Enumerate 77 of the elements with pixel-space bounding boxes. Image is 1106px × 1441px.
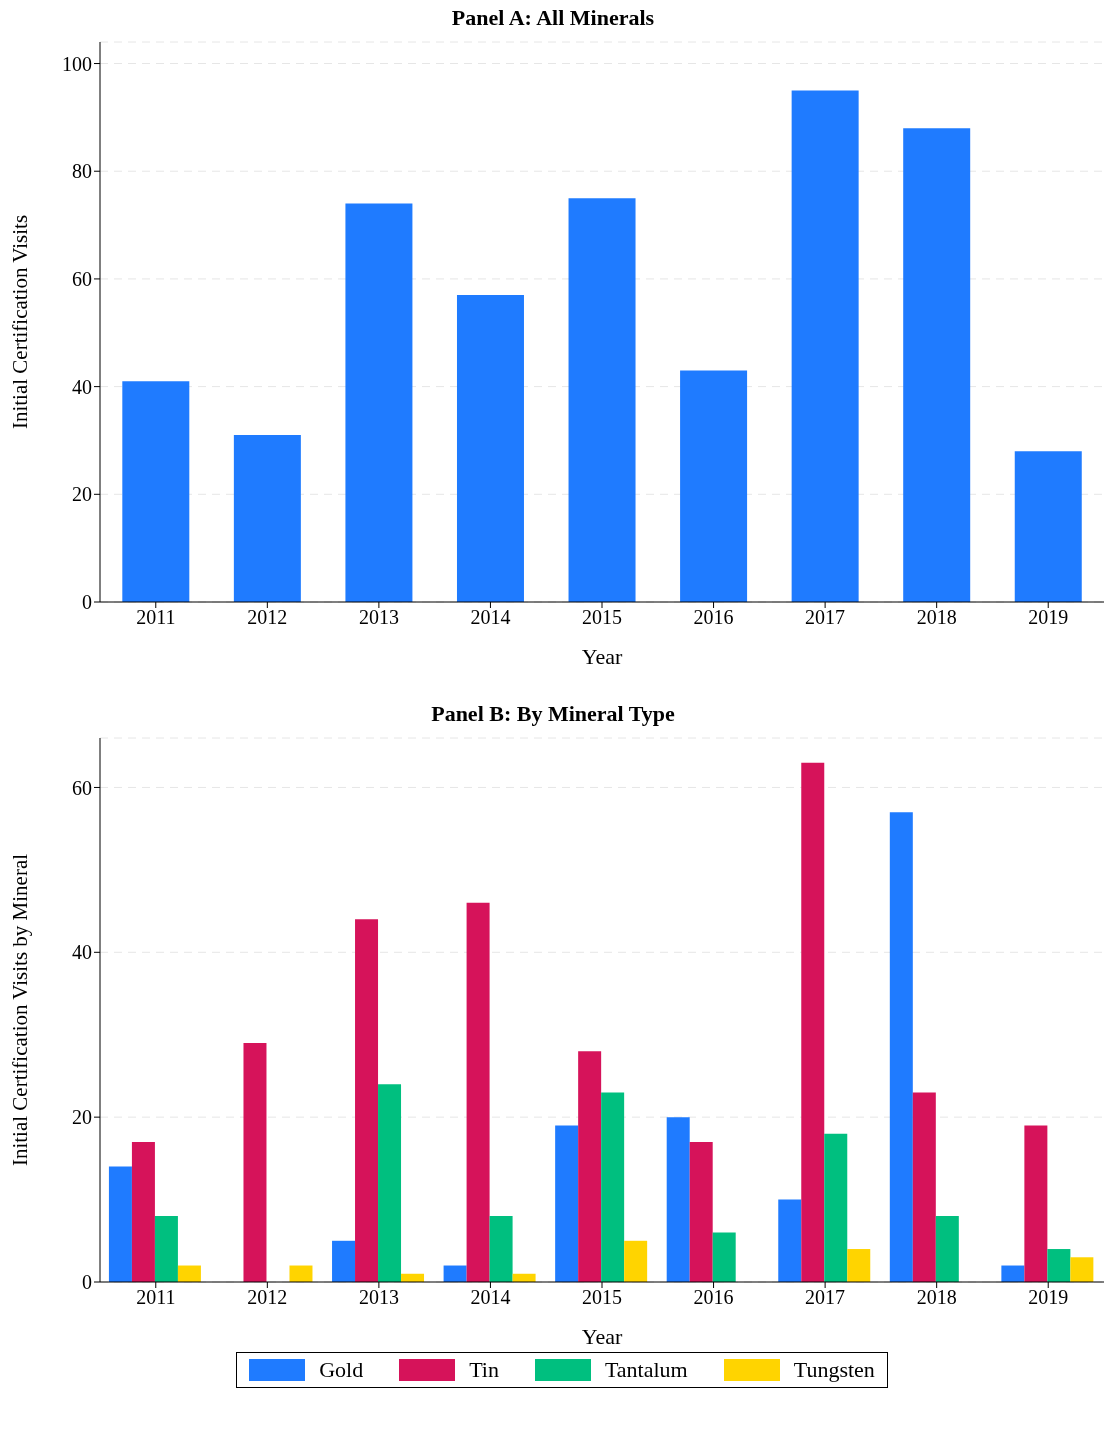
bar — [177, 1265, 201, 1282]
x-tick-label: 2014 — [470, 1286, 511, 1309]
x-tick-label: 2011 — [136, 1286, 176, 1309]
y-tick-label: 60 — [72, 776, 92, 799]
bar — [689, 1141, 713, 1282]
bar — [443, 1265, 467, 1282]
x-tick-label: 2019 — [1028, 1286, 1069, 1309]
x-tick-label: 2017 — [805, 606, 846, 629]
bar — [555, 1125, 579, 1282]
bar — [243, 1042, 267, 1282]
bar — [1014, 451, 1082, 602]
bar — [578, 1051, 602, 1282]
x-tick-label: 2011 — [136, 606, 176, 629]
bar — [466, 902, 490, 1282]
legend-label: Tin — [469, 1357, 499, 1383]
y-axis-title: Initial Certification Visits by Mineral — [8, 853, 33, 1167]
chart-title: Panel A: All Minerals — [450, 4, 656, 32]
y-tick-label: 60 — [72, 268, 92, 291]
x-tick-label: 2013 — [358, 1286, 399, 1309]
bar — [131, 1141, 155, 1282]
x-tick-label: 2015 — [582, 1286, 622, 1309]
bar — [847, 1249, 871, 1282]
y-tick-label: 80 — [72, 160, 92, 183]
legend-label: Gold — [319, 1357, 364, 1383]
bar — [154, 1216, 178, 1282]
bar — [122, 381, 190, 602]
bar — [108, 1166, 132, 1282]
bar — [1070, 1257, 1094, 1282]
bar — [624, 1240, 648, 1282]
bar — [1024, 1125, 1048, 1282]
bar — [601, 1092, 625, 1282]
bar — [345, 203, 413, 602]
bar — [489, 1216, 513, 1282]
bar — [1047, 1249, 1071, 1282]
x-tick-label: 2014 — [470, 606, 511, 629]
x-tick-label: 2016 — [693, 606, 734, 629]
bar — [912, 1092, 936, 1282]
x-tick-label: 2012 — [247, 606, 288, 629]
y-axis-title: Initial Certification Visits — [8, 214, 33, 430]
y-tick-label: 0 — [82, 1271, 92, 1294]
y-tick-label: 20 — [72, 483, 92, 506]
x-tick-label: 2013 — [358, 606, 399, 629]
x-tick-label: 2019 — [1028, 606, 1069, 629]
bar — [889, 812, 913, 1282]
chart-title: Panel B: By Mineral Type — [430, 700, 676, 728]
y-tick-label: 40 — [72, 941, 92, 964]
bar — [666, 1117, 690, 1282]
x-tick-label: 2012 — [247, 1286, 288, 1309]
bar — [289, 1265, 313, 1282]
bar — [791, 90, 859, 602]
x-tick-label: 2017 — [805, 1286, 846, 1309]
bar — [903, 128, 971, 602]
y-tick-label: 100 — [62, 52, 92, 75]
x-tick-label: 2015 — [582, 606, 622, 629]
x-axis-title: Year — [581, 1324, 623, 1349]
bar — [778, 1199, 802, 1282]
x-tick-label: 2016 — [693, 1286, 734, 1309]
bar — [332, 1240, 356, 1282]
bar — [568, 198, 636, 602]
bar — [680, 370, 748, 602]
x-axis-title: Year — [581, 644, 623, 669]
y-tick-label: 0 — [82, 591, 92, 614]
y-tick-label: 20 — [72, 1106, 92, 1129]
bar — [456, 295, 524, 602]
bar — [801, 762, 825, 1282]
legend-label: Tungsten — [793, 1357, 875, 1383]
bar — [824, 1133, 848, 1282]
legend-label: Tantalum — [604, 1357, 688, 1383]
x-tick-label: 2018 — [916, 606, 957, 629]
y-tick-label: 40 — [72, 375, 92, 398]
bar — [355, 919, 379, 1282]
x-tick-label: 2018 — [916, 1286, 957, 1309]
bar — [935, 1216, 959, 1282]
bar — [378, 1084, 402, 1282]
bar — [1001, 1265, 1025, 1282]
bar — [712, 1232, 736, 1282]
bar — [233, 435, 301, 602]
